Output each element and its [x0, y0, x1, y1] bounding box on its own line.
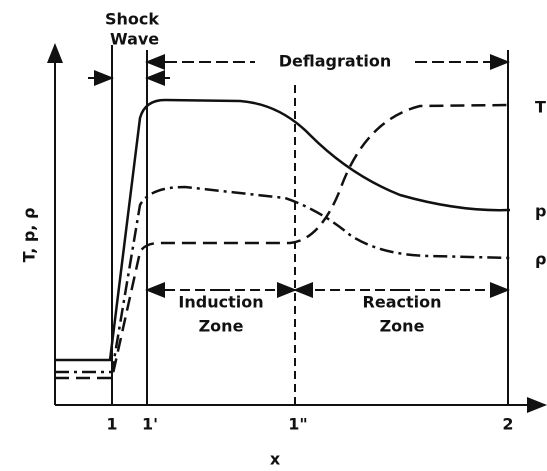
label: Deflagration	[279, 52, 391, 71]
x-tick-label: 1	[106, 415, 117, 434]
label: Zone	[199, 317, 244, 336]
x-axis-label: x	[270, 450, 281, 469]
curve-label: p	[535, 202, 546, 221]
dash-dot-curve	[55, 185, 511, 374]
x-tick-label: 2	[502, 415, 513, 434]
y-axis-label: T, p, ρ	[20, 208, 39, 263]
solid-curve	[55, 98, 511, 362]
label: Shock	[105, 10, 159, 29]
dashed-curve	[55, 103, 511, 380]
x-tick-label: 1'	[142, 415, 158, 434]
label: Zone	[380, 317, 425, 336]
curve-label: ρ	[535, 250, 546, 269]
label-bg	[255, 50, 415, 74]
curve-label: T	[535, 98, 546, 117]
label: Reaction	[363, 293, 442, 312]
x-tick-label: 1"	[288, 415, 307, 434]
label: Induction	[178, 293, 263, 312]
label: Wave	[110, 30, 159, 49]
